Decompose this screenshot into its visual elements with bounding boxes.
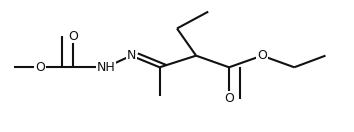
Text: N: N [126,49,136,62]
Text: O: O [224,92,234,105]
Text: NH: NH [97,61,115,74]
Text: O: O [257,49,267,62]
Text: O: O [68,30,78,43]
Text: O: O [35,61,45,74]
